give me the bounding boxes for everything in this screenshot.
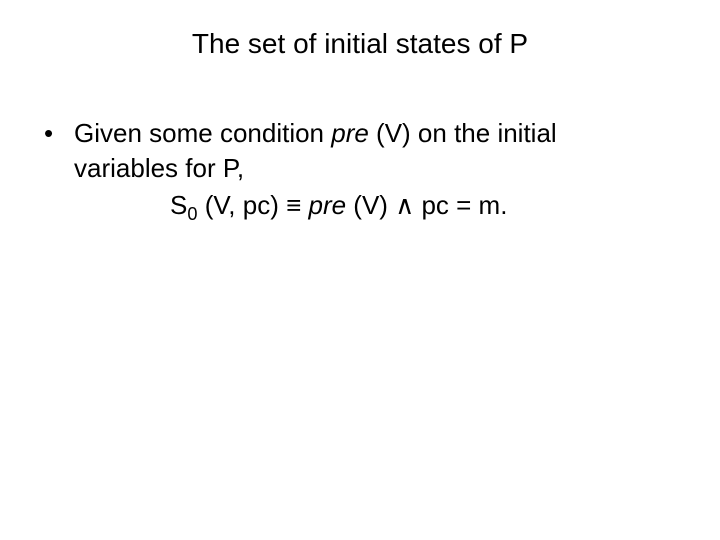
formula-pre: pre: [309, 190, 347, 220]
slide: The set of initial states of P • Given s…: [0, 0, 720, 540]
formula-part1: (V, pc) ≡: [197, 190, 308, 220]
slide-title: The set of initial states of P: [40, 28, 680, 60]
formula-wedge: ∧: [395, 190, 414, 220]
formula-s: S: [170, 190, 187, 220]
formula-sub0: 0: [187, 204, 197, 224]
bullet-marker: •: [40, 116, 74, 151]
formula-part3: pc = m.: [414, 190, 507, 220]
bullet-line1-b: (V) on the initial: [369, 118, 557, 148]
bullet-line1-pre: pre: [331, 118, 369, 148]
bullet-text: Given some condition pre (V) on the init…: [74, 116, 680, 186]
slide-body: • Given some condition pre (V) on the in…: [40, 116, 680, 223]
formula-part2: (V): [346, 190, 395, 220]
bullet-item: • Given some condition pre (V) on the in…: [40, 116, 680, 186]
bullet-line2: variables for P,: [74, 153, 244, 183]
formula: S0 (V, pc) ≡ pre (V) ∧ pc = m.: [40, 188, 680, 223]
bullet-line1-a: Given some condition: [74, 118, 331, 148]
